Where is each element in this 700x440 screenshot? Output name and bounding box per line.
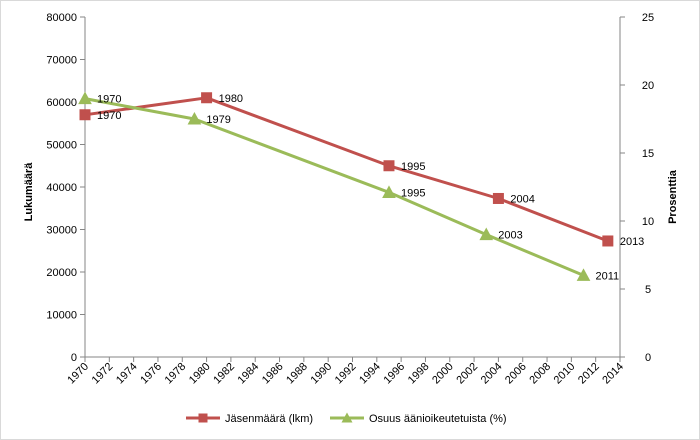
left-tick-label: 50000 [46, 140, 77, 152]
series-1-data-label: 2004 [510, 193, 534, 205]
left-axis-title: Lukumäärä [23, 162, 35, 222]
series-1-point [602, 235, 614, 247]
left-tick-label: 40000 [46, 182, 77, 194]
series-2-data-label: 1995 [401, 187, 425, 199]
legend-swatch-marker-2 [341, 412, 353, 423]
series-1-point [492, 192, 504, 204]
legend-label-1: Jäsenmäärä (lkm) [225, 413, 313, 425]
series-2-point [78, 91, 92, 105]
right-tick-label: 10 [642, 216, 654, 228]
series-2-point [479, 227, 494, 241]
series-1-data-label: 2013 [620, 236, 644, 248]
right-tick-label: 25 [642, 12, 654, 24]
series-2-point [187, 111, 202, 125]
series-2-data-label: 2011 [596, 270, 620, 282]
series-1-data-label: 1980 [219, 93, 243, 105]
series-2-data-label: 1979 [206, 114, 230, 126]
legend-label-2: Osuus äänioikeutetuista (%) [369, 413, 507, 425]
series-2-data-label: 2003 [498, 230, 522, 242]
left-tick-label: 80000 [46, 12, 77, 24]
legend: Jäsenmäärä (lkm) Osuus äänioikeutetuista … [186, 412, 507, 425]
left-tick-label: 10000 [46, 310, 77, 322]
series-2-point [382, 185, 396, 198]
series-1-point [201, 92, 213, 104]
series-2-data-label: 1970 [97, 94, 121, 106]
series-1-data-label: 1995 [401, 161, 425, 173]
series-layer: 1970 1980 1995 2004 2013 1970 1979 1995 2003 2011 [78, 91, 644, 282]
left-tick-label: 60000 [46, 97, 77, 109]
right-tick-label: 0 [645, 352, 651, 364]
series-2-point [576, 268, 591, 281]
series-1-point [79, 109, 91, 121]
series-1-point [383, 160, 395, 172]
right-tick-label: 5 [645, 284, 651, 296]
series-1-data-label: 1970 [97, 110, 121, 122]
left-tick-label: 20000 [46, 267, 77, 279]
legend-swatch-marker-1 [198, 413, 208, 423]
right-tick-label: 20 [642, 80, 654, 92]
left-tick-label: 0 [71, 352, 77, 364]
right-axis-title: Prosenttia [667, 169, 679, 224]
right-tick-label: 15 [642, 148, 654, 160]
left-tick-label: 70000 [46, 55, 77, 67]
left-tick-label: 30000 [46, 225, 77, 237]
